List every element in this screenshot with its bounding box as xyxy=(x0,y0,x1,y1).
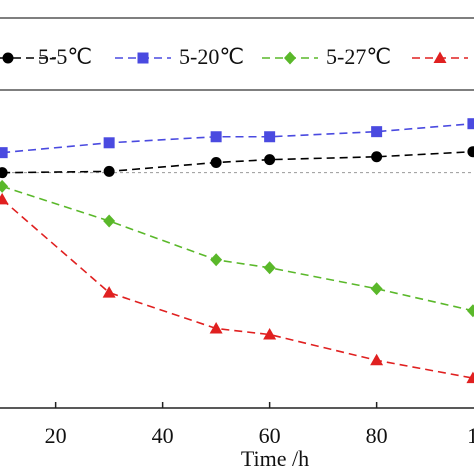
marker xyxy=(137,52,149,64)
marker xyxy=(263,328,277,340)
marker xyxy=(210,157,222,169)
marker xyxy=(103,137,115,149)
marker xyxy=(0,147,8,159)
x-tick-label: 60 xyxy=(259,423,281,448)
x-axis-title: Time /h xyxy=(241,446,309,471)
marker xyxy=(264,131,276,143)
marker xyxy=(467,118,474,130)
marker xyxy=(210,131,222,143)
x-tick-label: 20 xyxy=(45,423,67,448)
x-tick-label: 80 xyxy=(366,423,388,448)
marker xyxy=(466,304,474,318)
marker xyxy=(0,192,9,205)
legend-label: 5-5℃ xyxy=(38,44,92,69)
marker xyxy=(0,167,8,179)
marker xyxy=(264,154,276,166)
marker xyxy=(102,286,116,298)
series-line xyxy=(2,150,473,174)
series-line xyxy=(2,122,473,154)
marker xyxy=(370,353,384,366)
marker xyxy=(370,282,383,296)
marker xyxy=(371,126,383,138)
marker xyxy=(371,151,383,163)
marker xyxy=(466,371,474,384)
series-line xyxy=(1,185,474,312)
marker xyxy=(2,52,14,64)
marker xyxy=(103,165,115,177)
marker xyxy=(284,51,296,65)
series-line xyxy=(1,198,474,379)
marker xyxy=(263,261,276,275)
x-tick-label: 40 xyxy=(152,423,174,448)
legend-label: 5-27℃ xyxy=(326,44,391,69)
marker xyxy=(0,179,9,193)
marker xyxy=(433,51,447,63)
x-tick-label: 100 xyxy=(467,423,474,448)
marker xyxy=(103,214,116,228)
legend-label: 5-20℃ xyxy=(179,44,244,69)
marker xyxy=(467,146,474,158)
marker xyxy=(210,253,223,267)
marker xyxy=(209,322,223,334)
